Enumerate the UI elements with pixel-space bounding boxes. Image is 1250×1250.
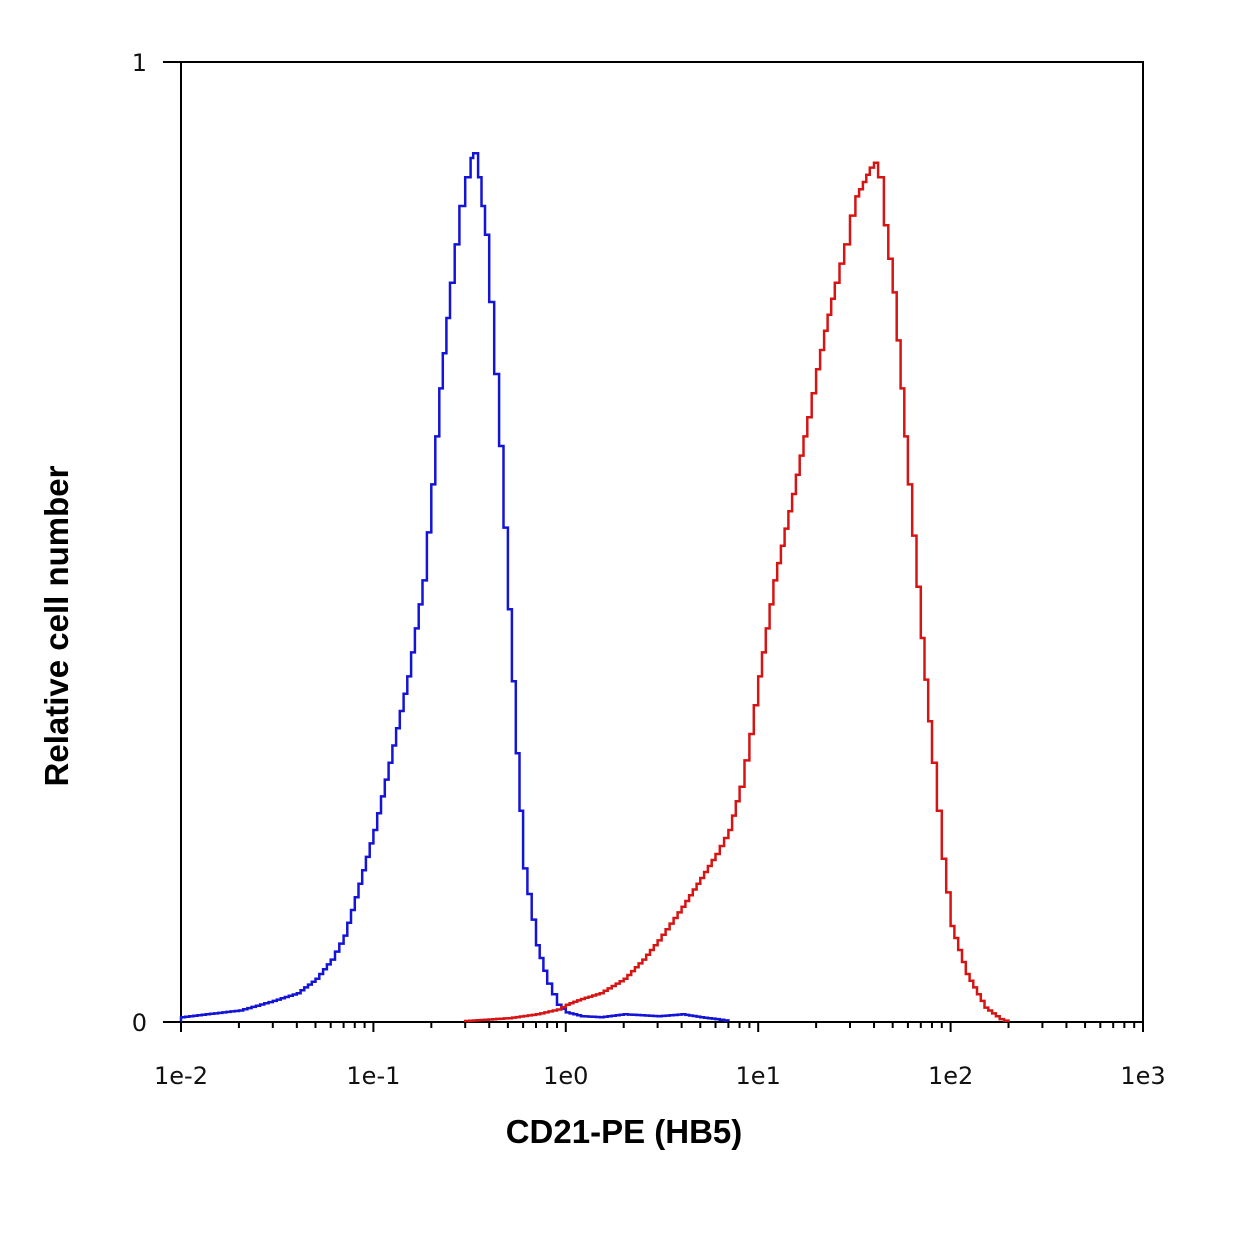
x-tick-label: 1e2 (928, 1062, 973, 1090)
y-tick-label: 1 (132, 49, 147, 77)
tick-labels: 1e-2 1e-1 1e0 1e1 1e2 1e3 0 1 (132, 49, 1166, 1090)
series-line-1 (179, 151, 730, 1022)
x-axis-title: CD21-PE (HB5) (506, 1113, 743, 1150)
x-tick-label: 1e0 (543, 1062, 588, 1090)
x-tick-label: 1e-1 (346, 1062, 400, 1090)
x-tick-label: 1e1 (736, 1062, 781, 1090)
plot-frame (180, 61, 1144, 1023)
x-tick-label: 1e3 (1120, 1062, 1165, 1090)
axis-ticks (163, 61, 1144, 1032)
y-axis-title: Relative cell number (38, 465, 75, 786)
y-tick-label: 0 (132, 1009, 147, 1037)
x-tick-label: 1e-2 (154, 1062, 208, 1090)
plot-area (179, 61, 1144, 1023)
series-line-2 (463, 161, 1010, 1023)
